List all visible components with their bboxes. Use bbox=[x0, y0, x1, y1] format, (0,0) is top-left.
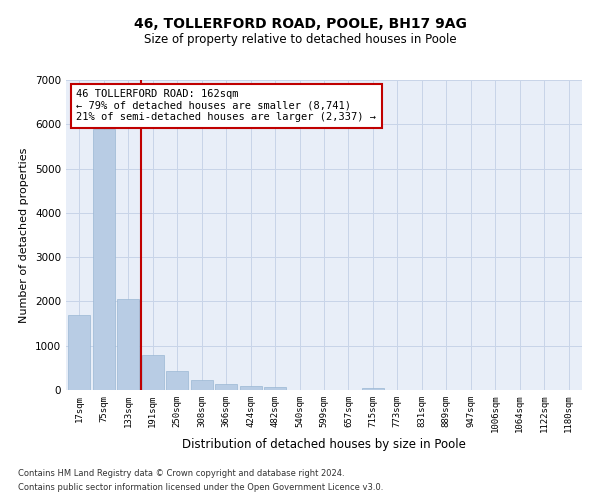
Y-axis label: Number of detached properties: Number of detached properties bbox=[19, 148, 29, 322]
X-axis label: Distribution of detached houses by size in Poole: Distribution of detached houses by size … bbox=[182, 438, 466, 451]
Bar bbox=[118, 299, 139, 390]
Text: 46 TOLLERFORD ROAD: 162sqm
← 79% of detached houses are smaller (8,741)
21% of s: 46 TOLLERFORD ROAD: 162sqm ← 79% of deta… bbox=[76, 90, 376, 122]
Text: 46, TOLLERFORD ROAD, POOLE, BH17 9AG: 46, TOLLERFORD ROAD, POOLE, BH17 9AG bbox=[134, 18, 466, 32]
Bar bbox=[362, 388, 384, 390]
Text: Size of property relative to detached houses in Poole: Size of property relative to detached ho… bbox=[143, 32, 457, 46]
Bar bbox=[239, 386, 262, 390]
Bar bbox=[215, 384, 237, 390]
Bar bbox=[93, 128, 115, 390]
Text: Contains HM Land Registry data © Crown copyright and database right 2024.: Contains HM Land Registry data © Crown c… bbox=[18, 468, 344, 477]
Bar bbox=[166, 371, 188, 390]
Bar bbox=[142, 354, 164, 390]
Bar bbox=[68, 314, 91, 390]
Text: Contains public sector information licensed under the Open Government Licence v3: Contains public sector information licen… bbox=[18, 484, 383, 492]
Bar bbox=[264, 387, 286, 390]
Bar bbox=[191, 380, 213, 390]
